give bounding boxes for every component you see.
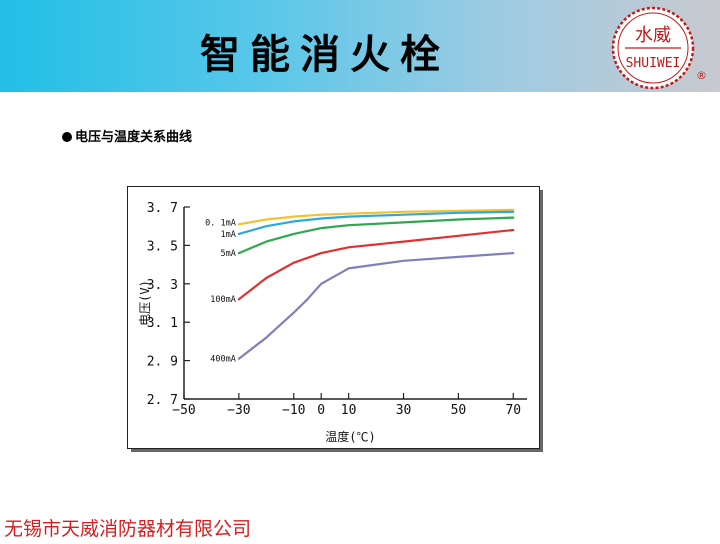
chart-panel: 2. 7 2. 9 3. 1 3. 3 3. 5 3. 7 −50 −30 −10 0 10 30 50… <box>127 186 545 454</box>
y-tick-label: 3. 3 <box>147 278 178 293</box>
series-line <box>237 208 515 226</box>
x-tick-label: 70 <box>505 403 521 418</box>
page-title: 智能消火栓 <box>200 32 450 78</box>
bullet-icon <box>62 132 72 142</box>
series-line <box>237 228 515 301</box>
y-tick-label: 2. 9 <box>147 355 178 370</box>
y-axis-title: 电压(V) <box>138 280 152 326</box>
x-tick-label: 0 <box>317 403 325 418</box>
logo-text-cn: 水威 <box>635 25 671 46</box>
shuiwei-logo: 水威 SHUIWEI <box>611 6 695 90</box>
x-axis-title: 温度(℃) <box>325 429 375 444</box>
chart-frame <box>127 186 540 449</box>
series-label: 100mA <box>210 295 236 305</box>
company-name: 无锡市天威消防器材有限公司 <box>4 518 252 540</box>
series-label: 0. 1mA <box>205 218 236 228</box>
series-label: 400mA <box>210 355 236 365</box>
x-tick-label: 30 <box>396 403 412 418</box>
logo-text-en: SHUIWEI <box>626 56 681 71</box>
registered-mark: ® <box>696 69 707 82</box>
section-label: 电压与温度关系曲线 <box>62 126 192 145</box>
header-banner: 智能消火栓 水威 SHUIWEI ® <box>0 0 720 92</box>
voltage-temperature-chart: 2. 7 2. 9 3. 1 3. 3 3. 5 3. 7 −50 −30 −10 0 10 30 50… <box>127 186 543 452</box>
series-label: 1mA <box>221 230 236 240</box>
section-label-text: 电压与温度关系曲线 <box>75 130 193 145</box>
y-tick-label: 2. 7 <box>147 393 178 408</box>
y-tick-label: 3. 1 <box>147 316 178 331</box>
series-label: 5mA <box>221 249 236 259</box>
x-tick-label: −30 <box>227 403 250 418</box>
x-tick-label: −10 <box>282 403 305 418</box>
series-line <box>237 252 515 360</box>
x-tick-label: 50 <box>451 403 467 418</box>
series-line <box>237 216 515 255</box>
x-tick-label: 10 <box>341 403 357 418</box>
y-tick-label: 3. 5 <box>147 239 178 254</box>
series-line <box>237 210 515 235</box>
x-tick-label: −50 <box>172 403 195 418</box>
y-tick-label: 3. 7 <box>147 201 178 216</box>
